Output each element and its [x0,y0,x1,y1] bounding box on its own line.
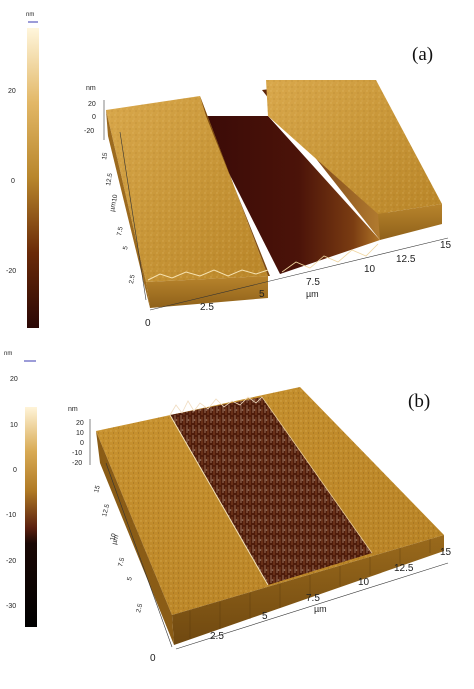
x-tick-a-3: 7.5 [306,277,320,288]
z-tick-b-4: -20 [72,460,82,467]
colorbar-tick-b-3: -10 [6,512,16,519]
colorbar-tick-a-1: 0 [11,178,15,185]
y-axis-b: µm 15 12.5 10 7.5 5 2.5 [93,462,173,648]
x-axis-a: 0 2.5 5 7.5 µm 10 12.5 15 [145,237,452,329]
colorbar-b: nm 20 10 0 -10 -20 -30 [4,351,37,627]
z-tick-b-0: 20 [76,420,84,427]
x-tick-a-1: 2.5 [200,302,214,313]
colorbar-tick-b-1: 10 [10,422,18,429]
y-axis-unit-b: µm [111,534,120,546]
colorbar-tick-b-0: 20 [10,376,18,383]
x-tick-a-5: 12.5 [396,254,416,265]
x-axis-b: 0 2.5 5 7.5 µm 10 12.5 15 [150,547,452,664]
z-tick-a-2: -20 [84,128,94,135]
colorbar-gradient-a [27,28,39,328]
x-tick-b-3: 7.5 [306,593,320,604]
afm-3d-plot-b: nm 20 10 0 -10 -20 -30 (b) nm 20 10 0 -1… [4,351,452,664]
y-tick-b-3: 7.5 [117,557,126,568]
y-tick-a-2: 10 [111,194,119,203]
y-axis-a: µm 15 12.5 10 7.5 5 2.5 [101,131,147,301]
y-tick-a-1: 12.5 [105,172,114,186]
panel-label-a: (a) [412,44,433,65]
y-tick-a-5: 2.5 [128,274,137,284]
x-tick-b-5: 12.5 [394,563,414,574]
x-tick-a-2: 5 [259,289,265,300]
x-tick-b-1: 2.5 [210,631,224,642]
z-axis-unit-a: nm [86,85,96,92]
y-tick-b-4: 5 [126,576,134,582]
z-axis-b: nm 20 10 0 -10 -20 [68,406,91,467]
y-tick-b-1: 12.5 [101,503,111,517]
colorbar-unit-b: nm [4,351,12,357]
z-tick-b-2: 0 [80,440,84,447]
x-axis-unit-b: µm [314,604,327,614]
colorbar-gradient-b [25,407,37,627]
z-tick-b-1: 10 [76,430,84,437]
afm-panel-b: nm 20 10 0 -10 -20 -30 (b) nm 20 10 0 -1… [0,345,474,689]
afm-panel-a: nm 20 0 -20 (a) nm 20 0 -20 [0,0,474,340]
colorbar-tick-b-5: -30 [6,603,16,610]
panel-label-b: (b) [408,391,430,412]
x-tick-b-6: 15 [440,547,452,558]
colorbar-tick-a-2: -20 [6,268,16,275]
y-tick-a-3: 7.5 [116,226,125,236]
x-axis-unit-a: µm [306,289,319,299]
x-tick-a-6: 15 [440,240,452,251]
y-tick-a-0: 15 [101,152,109,161]
colorbar-tick-b-2: 0 [13,467,17,474]
colorbar-tick-b-4: -20 [6,558,16,565]
x-tick-a-0: 0 [145,318,151,329]
z-tick-a-1: 0 [92,114,96,121]
colorbar-tick-a-0: 20 [8,88,16,95]
y-axis-unit-a: µm [109,201,118,212]
z-axis-unit-b: nm [68,406,78,413]
surface-a [106,80,442,308]
colorbar-a: nm 20 0 -20 [6,12,39,328]
x-tick-b-2: 5 [262,611,268,622]
y-tick-b-2: 10 [109,532,118,541]
surface-b [96,387,444,645]
y-tick-a-4: 5 [122,245,130,250]
x-tick-b-0: 0 [150,653,156,664]
y-tick-b-0: 15 [93,484,102,493]
x-tick-b-4: 10 [358,577,370,588]
z-tick-b-3: -10 [72,450,82,457]
z-tick-a-0: 20 [88,101,96,108]
z-axis-a: nm 20 0 -20 [84,85,105,140]
colorbar-unit-a: nm [26,12,34,18]
y-tick-b-5: 2.5 [135,603,144,614]
afm-3d-plot-a: nm 20 0 -20 (a) nm 20 0 -20 [6,12,452,329]
x-tick-a-4: 10 [364,264,376,275]
